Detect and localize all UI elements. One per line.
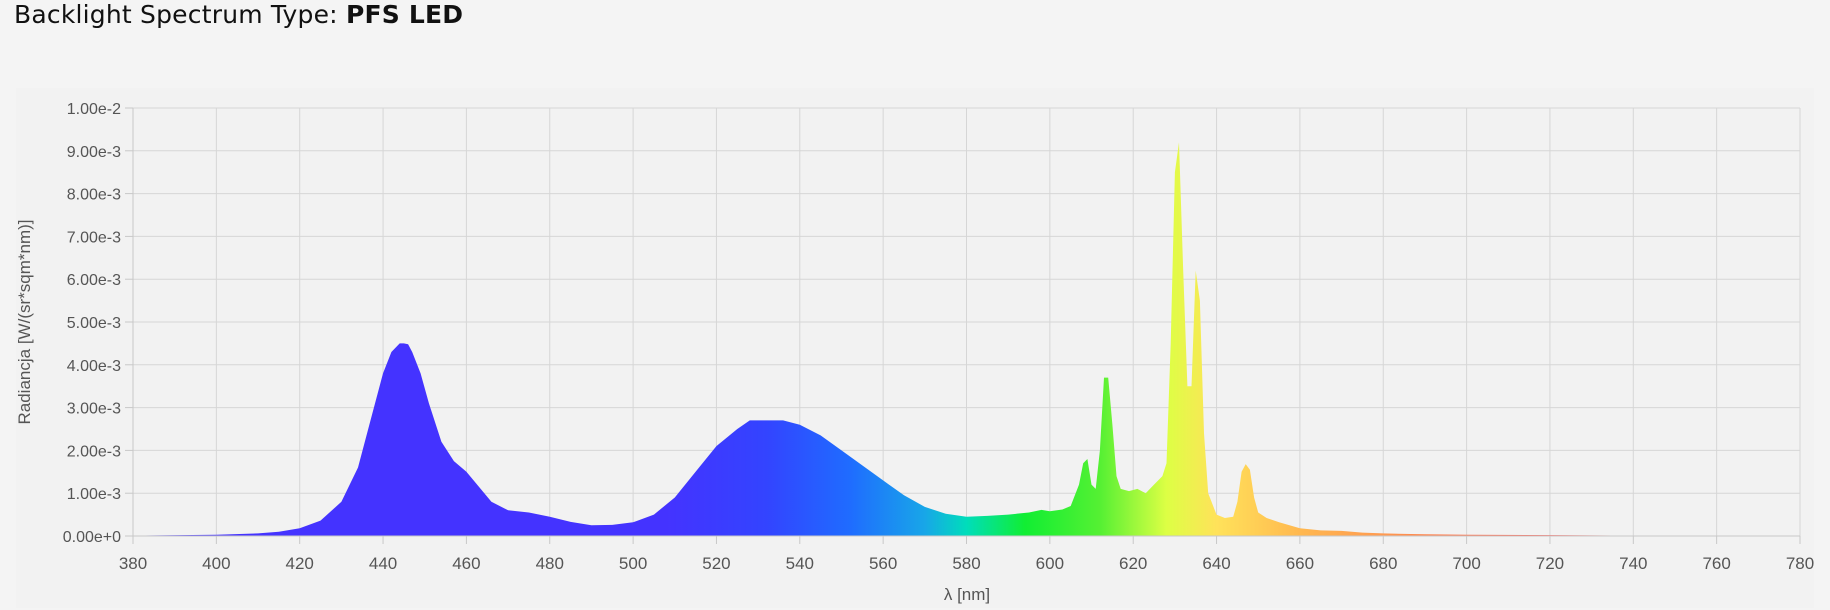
x-tick-label: 620 (1119, 554, 1147, 573)
x-tick-label: 720 (1536, 554, 1564, 573)
y-tick-label: 1.00e-2 (67, 101, 121, 118)
y-tick-label: 7.00e-3 (67, 229, 121, 246)
y-axis-label: Radiancja [W/(sr*sqm*nm)] (15, 220, 34, 425)
x-tick-label: 700 (1452, 554, 1480, 573)
x-tick-label: 600 (1036, 554, 1064, 573)
x-tick-label: 400 (202, 554, 230, 573)
y-tick-label: 8.00e-3 (67, 187, 121, 204)
x-tick-label: 580 (952, 554, 980, 573)
x-tick-label: 380 (119, 554, 147, 573)
spectrum-title: Backlight Spectrum Type: PFS LED (14, 0, 463, 29)
x-tick-label: 740 (1619, 554, 1647, 573)
chart-axes (125, 107, 1801, 544)
y-tick-label: 0.00e+0 (63, 529, 121, 546)
x-tick-label: 760 (1702, 554, 1730, 573)
x-tick-label: 660 (1286, 554, 1314, 573)
x-tick-label: 500 (619, 554, 647, 573)
y-tick-label: 3.00e-3 (67, 401, 121, 418)
x-tick-label: 520 (702, 554, 730, 573)
spectrum-type-value: PFS LED (345, 0, 464, 29)
x-tick-label: 680 (1369, 554, 1397, 573)
x-tick-label: 780 (1786, 554, 1814, 573)
y-tick-label: 5.00e-3 (67, 315, 121, 332)
y-tick-label: 1.00e-3 (67, 486, 121, 503)
y-tick-labels: 0.00e+0 1.00e-3 2.00e-3 3.00e-3 4.00e-3 5.00e… (63, 101, 121, 546)
y-tick-label: 4.00e-3 (67, 358, 121, 375)
x-axis-label: λ [nm] (944, 585, 990, 604)
x-tick-label: 480 (536, 554, 564, 573)
y-tick-label: 9.00e-3 (67, 144, 121, 161)
spectrum-title-label: Backlight Spectrum Type: (14, 0, 338, 29)
y-tick-label: 6.00e-3 (67, 272, 121, 289)
y-tick-label: 2.00e-3 (67, 443, 121, 460)
x-tick-label: 440 (369, 554, 397, 573)
x-tick-label: 540 (786, 554, 814, 573)
x-tick-label: 420 (286, 554, 314, 573)
x-tick-label: 460 (452, 554, 480, 573)
x-tick-label: 560 (869, 554, 897, 573)
x-tick-labels: 380 400 420 440 460 480 500 520 540 560 580 600 620 6… (119, 554, 1814, 573)
x-tick-label: 640 (1202, 554, 1230, 573)
